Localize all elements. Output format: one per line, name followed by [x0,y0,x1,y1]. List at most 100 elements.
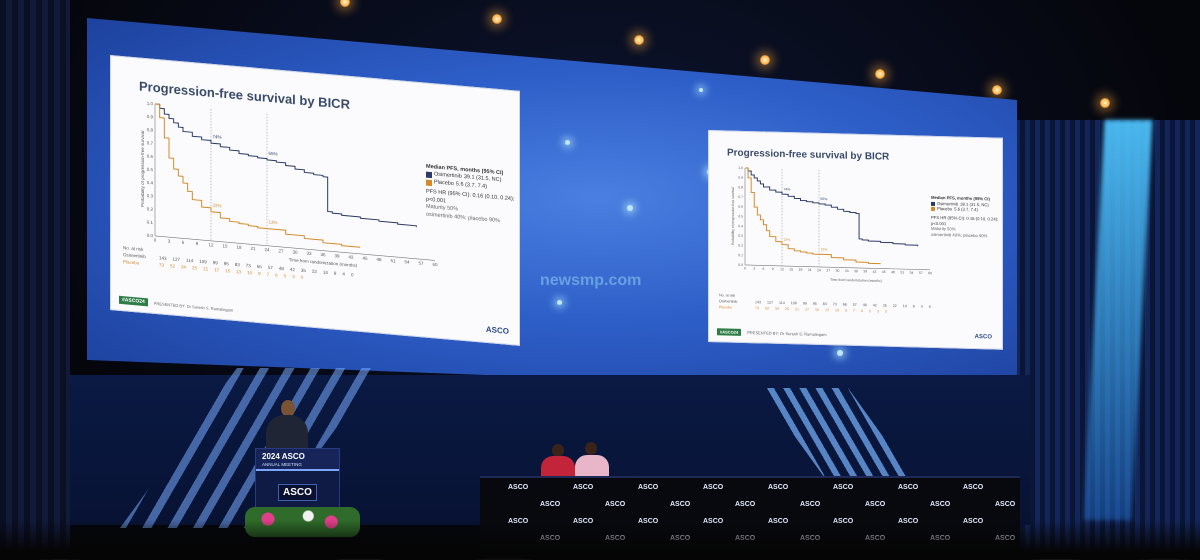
podium-banner: 2024 ASCO ANNUAL MEETING [256,449,339,471]
km-curve-osimertinib [155,103,417,228]
x-tick-label: 30 [292,249,297,254]
x-tick-label: 0 [154,237,157,242]
landmark-label: 22% [213,203,222,209]
landmark-label: 65% [269,151,278,157]
x-tick-label: 36 [854,269,858,273]
osimertinib-swatch [931,201,935,206]
risk-count: 34 [775,306,779,311]
x-tick-label: 0 [744,266,746,270]
risk-count: 73 [159,262,165,268]
ceiling-light [492,14,502,24]
legend-arm-value: 5.6 (3.7, 7.4) [954,206,978,213]
x-tick-label: 6 [763,267,765,271]
risk-count: 0 [885,309,887,314]
desk-logo: ASCO [735,501,756,508]
desk-logo: ASCO [540,501,561,508]
x-tick-label: 60 [928,271,932,275]
x-axis-label: Time from randomization (months) [830,278,882,283]
risk-count: 15 [815,307,819,312]
risk-count: 17 [805,307,809,312]
risk-count: 95 [223,260,229,267]
x-tick-label: 18 [799,268,803,272]
left-curtain [0,0,70,560]
y-tick-label: 0.2 [738,244,743,248]
legend-arm-name: Placebo [434,179,454,187]
slide-footer: #ASCO24 PRESENTED BY: Dr Suresh S. Ramal… [119,295,234,314]
desk-logo: ASCO [865,501,886,508]
presenter: PRESENTED BY: Dr Suresh S. Ramalingam [747,330,827,338]
risk-count: 7 [853,308,855,313]
x-tick-label: 9 [772,267,774,271]
ceiling-light [1100,98,1110,108]
y-tick-label: 0.1 [147,220,154,226]
x-tick-label: 9 [196,241,199,246]
x-tick-label: 33 [306,251,311,256]
desk-logo: ASCO [768,484,789,491]
x-tick-label: 39 [863,269,867,273]
risk-count: 6 [275,272,278,278]
y-tick-label: 0.3 [147,193,154,199]
risk-count: 13 [236,269,242,275]
risk-count: 95 [812,301,817,306]
legend-arm-name: Placebo [937,206,953,212]
risk-count: 25 [785,307,789,312]
risk-count: 127 [172,256,181,263]
risk-count: 0 [350,272,354,278]
ceiling-light [992,85,1002,95]
km-chart: 0.00.10.20.30.40.50.60.70.80.91.00 3 6 9 12 1… [731,166,932,283]
risk-count: 83 [234,261,240,268]
x-tick-label: 51 [390,258,395,263]
x-tick-label: 30 [836,269,840,273]
ceiling-light [760,55,770,65]
risk-count: 6 [861,309,863,314]
risk-count: 42 [872,303,877,308]
y-tick-label: 0.1 [738,253,743,257]
risk-count: 99 [212,259,218,266]
x-tick-label: 42 [348,254,353,259]
desk-logo: ASCO [963,484,984,491]
risk-count: 7 [266,271,270,277]
risk-arm-name: Placebo [719,305,732,310]
x-tick-label: 51 [900,270,904,274]
risk-count: 127 [767,300,773,305]
risk-count: 114 [186,257,194,264]
risk-arm-name: Osimertinib [719,299,738,304]
presenter: PRESENTED BY: Dr Suresh S. Ramalingam [153,300,234,313]
risk-count: 48 [278,265,284,272]
x-tick-label: 57 [919,271,923,275]
risk-count: 21 [203,266,209,272]
y-tick-label: 0.8 [147,127,154,133]
panelist [575,455,609,477]
speaker [266,415,308,451]
glow-dot [699,88,703,92]
risk-count: 8 [912,304,915,309]
y-tick-label: 0.5 [147,167,154,173]
x-axis-label: Time from randomization (months) [289,257,358,268]
legend-arm-value: 5.6 (3.7, 7.4) [455,181,488,190]
y-tick-label: 0.3 [738,234,743,238]
km-curve-placebo [155,103,361,248]
x-tick-label: 6 [182,240,185,245]
speaker-head [281,400,295,417]
km-curve-osimertinib [745,167,919,247]
podium: 2024 ASCO ANNUAL MEETING ASCO [255,448,340,513]
risk-count: 22 [892,303,897,308]
landmark-label: 22% [784,238,791,242]
desk-logo: ASCO [833,484,854,491]
risk-count: 5 [869,309,871,314]
risk-count: 3 [292,273,295,280]
landmark-label: 65% [821,197,828,201]
ceiling-light [875,69,885,79]
risk-count: 4 [920,304,923,309]
landmark-label: 13% [269,219,278,225]
podium-logo: ASCO [278,484,317,501]
x-axis [155,235,435,261]
desk-logo: ASCO [638,484,659,491]
x-tick-label: 21 [250,246,255,251]
x-tick-label: 27 [278,248,283,253]
glow-dot [557,300,562,305]
x-tick-label: 24 [264,247,269,252]
risk-count: 57 [852,302,857,307]
risk-count: 83 [822,302,827,307]
